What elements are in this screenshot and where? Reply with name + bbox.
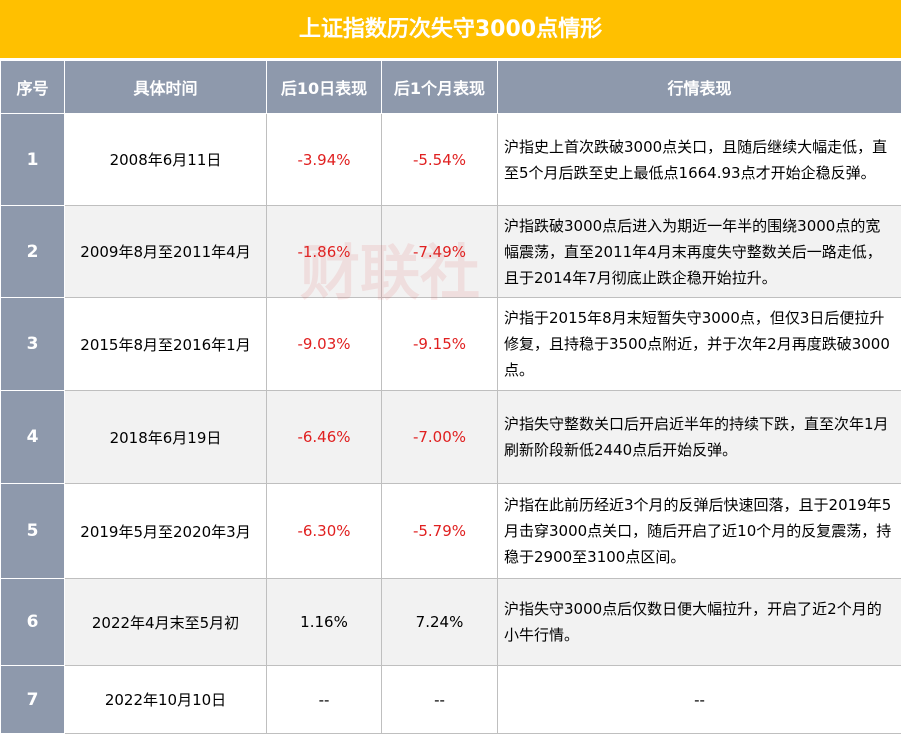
table-cell: 7.24% [382,579,498,666]
row-index: 3 [1,298,65,391]
description-cell: 沪指于2015年8月末短暂失守3000点，但仅3日后便拉升修复，且持稳于3500… [498,298,901,391]
description-cell: 沪指失守整数关口后开启近半年的持续下跌，直至次年1月刷新阶段新低2440点后开始… [498,391,901,484]
table-cell: -5.54% [382,114,498,206]
table-cell: 2018年6月19日 [65,391,267,484]
column-header: 后10日表现 [267,61,382,114]
description-cell: 沪指在此前历经近3个月的反弹后快速回落，且于2019年5月击穿3000点关口，随… [498,484,901,579]
description-cell: 沪指跌破3000点后进入为期近一年半的围绕3000点的宽幅震荡，直至2011年4… [498,206,901,298]
header-row: 序号具体时间后10日表现后1个月表现行情表现 [1,61,901,114]
row-index: 6 [1,579,65,666]
table-cell: -5.79% [382,484,498,579]
row-index: 5 [1,484,65,579]
table-cell: -9.03% [267,298,382,391]
description-cell: 沪指史上首次跌破3000点关口，且随后继续大幅走低，直至5个月后跌至史上最低点1… [498,114,901,206]
table-cell: -7.49% [382,206,498,298]
table-cell: -6.46% [267,391,382,484]
table-cell: 2019年5月至2020年3月 [65,484,267,579]
table-cell: -6.30% [267,484,382,579]
table-cell: -- [382,666,498,734]
column-header: 后1个月表现 [382,61,498,114]
table-cell: -- [267,666,382,734]
table-cell: -1.86% [267,206,382,298]
table-cell: 2022年4月末至5月初 [65,579,267,666]
column-header: 具体时间 [65,61,267,114]
description-cell: 沪指失守3000点后仅数日便大幅拉升，开启了近2个月的小牛行情。 [498,579,901,666]
row-index: 2 [1,206,65,298]
table-cell: -3.94% [267,114,382,206]
row-index: 4 [1,391,65,484]
row-index: 7 [1,666,65,734]
table-cell: 2008年6月11日 [65,114,267,206]
column-header: 序号 [1,61,65,114]
title: 上证指数历次失守3000点情形 [0,0,901,60]
table-cell: 2015年8月至2016年1月 [65,298,267,391]
table-cell: -9.15% [382,298,498,391]
table-cell: -7.00% [382,391,498,484]
column-header: 行情表现 [498,61,901,114]
table-cell: -- [498,666,901,734]
table-cell: 2022年10月10日 [65,666,267,734]
table-cell: 2009年8月至2011年4月 [65,206,267,298]
row-index: 1 [1,114,65,206]
table-cell: 1.16% [267,579,382,666]
